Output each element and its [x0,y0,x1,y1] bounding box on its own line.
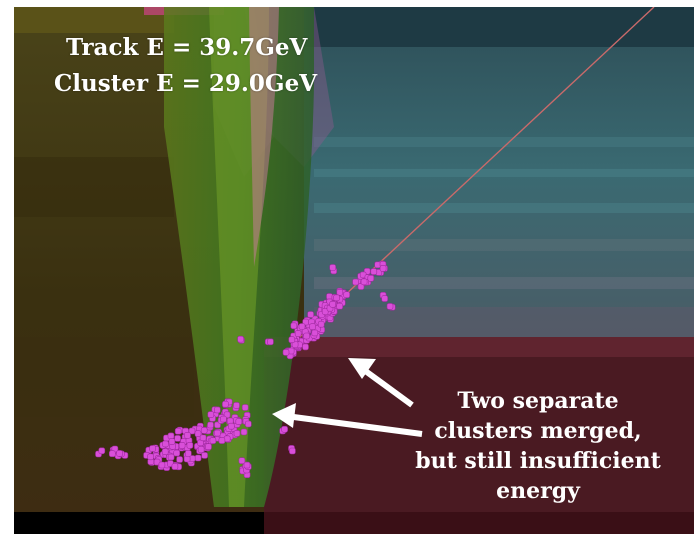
event-display [14,7,694,534]
calorimeter-hit [336,302,344,310]
calorimeter-hit [321,308,329,315]
calorimeter-hit [188,427,196,435]
calorimeter-hit [240,428,248,436]
detector-view [14,7,694,534]
calorimeter-hit [207,411,215,418]
calorimeter-hit [162,440,169,448]
lower-right-region [264,337,694,534]
annotation-text: Two separate clusters merged, but still … [384,386,692,506]
annotation-line: energy [496,478,580,504]
calorimeter-hit [98,447,106,455]
calorimeter-hit [290,322,298,330]
calorimeter-hit [205,443,212,451]
cluster-energy-label: Cluster E = 29.0GeV [54,70,318,97]
calorimeter-hit [173,449,180,457]
calorimeter-hit [381,295,389,302]
calorimeter-hit [194,454,202,462]
calorimeter-hit [291,341,299,348]
calorimeter-hit [386,303,394,310]
calorimeter-hit [176,456,183,463]
calorimeter-hit [214,406,221,414]
annotation-line: clusters merged, [434,418,642,444]
calorimeter-hit [238,457,246,465]
calorimeter-hit [311,329,319,337]
calorimeter-hit [343,291,351,299]
calorimeter-hit [168,438,176,445]
calorimeter-hit [329,264,337,271]
calorimeter-hit [186,442,194,449]
calorimeter-hit [194,430,202,438]
calorimeter-hit [237,335,244,343]
calorimeter-hit [317,320,325,328]
calorimeter-hit [282,349,290,356]
calorimeter-hit [294,330,302,337]
calorimeter-hit [281,425,288,433]
calorimeter-hit [116,450,123,457]
calorimeter-hit [209,437,217,444]
calorimeter-hit [207,421,214,429]
calorimeter-hit [243,461,251,469]
calorimeter-hit [367,274,375,282]
calorimeter-hit [360,278,368,286]
calorimeter-hit [233,402,240,409]
calorimeter-hit [379,265,387,272]
calorimeter-hit [245,420,252,428]
calorimeter-hit [241,404,249,411]
calorimeter-hit [167,432,175,440]
calorimeter-hit [109,450,116,458]
calorimeter-hit [235,418,243,425]
calorimeter-hit [171,463,179,470]
calorimeter-hit [329,300,337,308]
calorimeter-hit [184,432,191,439]
calorimeter-hit [288,336,296,344]
hit-cluster-group [95,260,396,479]
calorimeter-hit [178,442,186,449]
calorimeter-hit [222,400,229,408]
track-energy-label: Track E = 39.7GeV [66,34,308,61]
calorimeter-hit [149,445,156,452]
calorimeter-hit [302,343,309,351]
calorimeter-hit [174,435,181,442]
calorimeter-hit [214,429,221,437]
calorimeter-hit [197,446,205,453]
calorimeter-hit [220,415,227,423]
calorimeter-hit [352,278,359,286]
calorimeter-hit [298,323,306,330]
bottom-shadow [14,512,264,534]
calorimeter-hit [183,455,191,463]
calorimeter-hit [199,434,207,442]
calorimeter-hit [167,453,175,461]
calorimeter-hit [228,422,235,430]
calorimeter-hit [185,450,192,457]
calorimeter-hit [303,332,310,340]
annotation-line: Two separate [457,388,619,414]
arrow-upper [348,358,414,408]
calorimeter-hit [201,452,208,459]
calorimeter-hit [289,447,296,455]
annotation-line: but still insufficient [415,448,661,474]
calorimeter-hit [233,430,241,437]
calorimeter-hit [161,448,169,456]
calorimeter-hit [174,427,182,435]
calorimeter-hit [267,338,274,346]
calorimeter-hit [333,294,340,302]
calorimeter-hit [218,437,226,444]
calorimeter-hit [158,461,166,469]
calorimeter-hit [200,427,208,434]
calorimeter-hit [336,288,344,296]
arrow-lower [272,403,423,437]
calorimeter-hit [370,268,378,275]
calorimeter-hit [307,311,314,318]
calorimeter-hit [147,453,154,461]
calorimeter-hit [309,323,316,331]
